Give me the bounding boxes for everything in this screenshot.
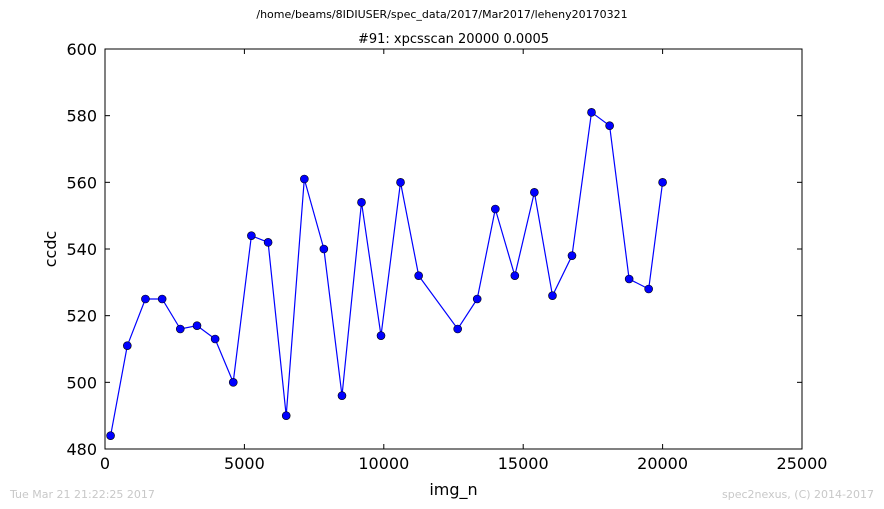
x-tick-label: 20000 xyxy=(637,454,688,473)
y-tick-label: 520 xyxy=(66,307,97,326)
x-tick-label: 15000 xyxy=(498,454,549,473)
x-tick-label: 10000 xyxy=(358,454,409,473)
data-point xyxy=(357,198,366,207)
x-tick-label: 0 xyxy=(100,454,110,473)
data-point xyxy=(337,391,347,400)
chart-title: #91: xpcsscan 20000 0.0005 xyxy=(358,32,549,47)
data-point xyxy=(587,108,596,117)
data-point xyxy=(106,431,115,440)
data-point xyxy=(548,291,557,300)
data-point xyxy=(396,178,405,187)
y-tick-label: 600 xyxy=(66,40,97,59)
data-point xyxy=(141,294,150,304)
data-point xyxy=(319,244,329,254)
x-tick-label: 25000 xyxy=(777,454,828,473)
data-point xyxy=(624,274,634,284)
y-axis-label: ccdc xyxy=(41,231,60,268)
data-point xyxy=(123,341,132,350)
figure-suptitle: /home/beams/8IDIUSER/spec_data/2017/Mar2… xyxy=(256,8,628,21)
data-point xyxy=(175,324,185,334)
data-point xyxy=(228,378,238,387)
plot-frame xyxy=(104,48,803,450)
x-axis-label: img_n xyxy=(429,480,477,500)
data-point xyxy=(247,231,256,240)
series-line xyxy=(110,111,664,436)
y-tick-label: 480 xyxy=(66,440,97,459)
data-point xyxy=(658,178,667,187)
data-point xyxy=(491,204,500,214)
credit-footer: spec2nexus, (C) 2014-2017 xyxy=(722,488,874,501)
data-point xyxy=(263,238,273,247)
y-tick-label: 500 xyxy=(66,373,97,392)
data-point xyxy=(530,188,539,197)
x-tick-label: 5000 xyxy=(224,454,265,473)
y-tick-label: 560 xyxy=(66,173,97,192)
data-point xyxy=(192,321,202,330)
data-point xyxy=(644,284,653,294)
data-point xyxy=(510,271,520,280)
y-tick-label: 580 xyxy=(66,107,97,126)
data-point xyxy=(605,121,614,130)
data-point xyxy=(157,294,167,304)
data-point xyxy=(567,251,577,260)
timestamp-footer: Tue Mar 21 21:22:25 2017 xyxy=(10,488,155,501)
data-point xyxy=(300,174,309,184)
y-tick-label: 540 xyxy=(66,240,97,259)
data-point xyxy=(472,294,482,304)
data-point xyxy=(281,411,291,420)
data-point xyxy=(453,324,462,334)
data-point xyxy=(210,334,220,344)
data-point xyxy=(376,331,386,340)
data-point xyxy=(414,271,423,280)
